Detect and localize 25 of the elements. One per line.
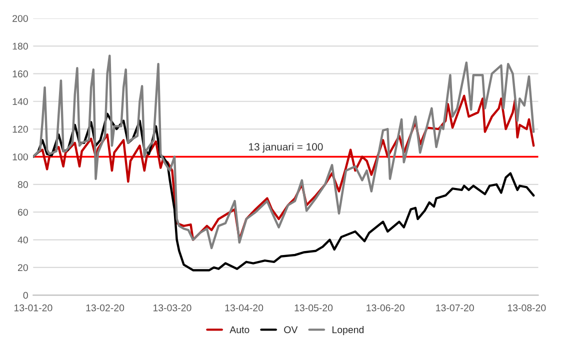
y-tick-label: 80	[18, 181, 28, 188]
y-tick-label: 0	[23, 292, 28, 299]
legend-label: OV	[284, 326, 298, 334]
x-tick-label: 13-05-20	[294, 304, 333, 312]
x-tick-label: 13-08-20	[508, 304, 546, 312]
y-tick-label: 140	[12, 98, 28, 105]
line-series	[33, 54, 535, 250]
legend-label: Auto	[230, 326, 250, 334]
line-series	[33, 112, 535, 272]
x-tick-label: 13-02-20	[86, 304, 124, 312]
y-tick-label: 160	[12, 70, 28, 78]
y-tick-label: 40	[18, 236, 28, 244]
y-tick-label: 60	[18, 208, 28, 216]
x-tick-label: 13-07-20	[436, 304, 474, 312]
legend-label: Lopend	[332, 326, 364, 336]
x-tick-label: 13-04-20	[225, 304, 264, 312]
x-tick-label: 13-03-20	[153, 304, 192, 312]
y-tick-label: 100	[12, 153, 28, 160]
y-tick-label: 20	[18, 264, 28, 272]
ref-line-label: 13 januari = 100	[249, 142, 323, 153]
y-tick-label: 120	[12, 126, 28, 133]
y-tick-label: 180	[12, 42, 28, 50]
x-tick-label: 13-01-20	[14, 304, 52, 312]
y-tick-label: 200	[12, 15, 28, 22]
x-tick-label: 13-06-20	[366, 304, 404, 312]
